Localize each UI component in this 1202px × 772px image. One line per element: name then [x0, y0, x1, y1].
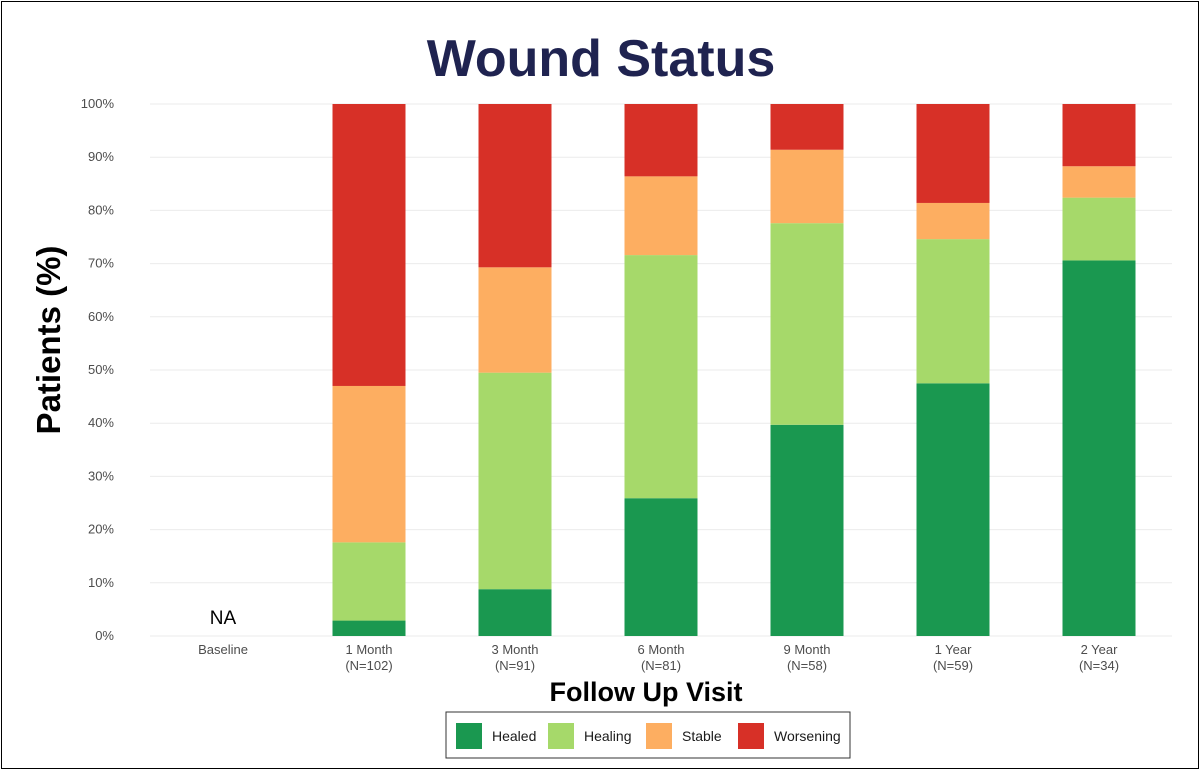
x-tick-count: (N=58)	[787, 658, 827, 673]
bar-segment-worsening	[478, 104, 552, 268]
x-tick-label: 9 Month	[784, 642, 831, 657]
bar-segment-stable	[1062, 166, 1136, 198]
legend: Healed Healing Stable Worsening	[445, 711, 851, 759]
bar-segment-healing	[1062, 197, 1136, 261]
bar-segment-healing	[332, 542, 406, 621]
bar-segment-worsening	[1062, 104, 1136, 167]
x-tick-label: 2 Year	[1081, 642, 1119, 657]
y-tick-label: 0%	[95, 628, 114, 643]
y-tick-label: 40%	[88, 415, 114, 430]
bar-segment-worsening	[624, 104, 698, 177]
y-tick-label: 60%	[88, 309, 114, 324]
bar-segment-healing	[916, 239, 990, 384]
legend-swatch-healing	[548, 723, 574, 749]
bar-segment-healing	[478, 372, 552, 590]
bar-segment-stable	[624, 176, 698, 256]
legend-label-healed: Healed	[492, 728, 536, 744]
bars	[332, 104, 1136, 636]
y-axis-label: Patients (%)	[30, 246, 67, 435]
x-tick-label: Baseline	[198, 642, 248, 657]
bar-segment-stable	[478, 267, 552, 373]
bar-segment-healed	[1062, 260, 1136, 636]
y-tick-label: 10%	[88, 575, 114, 590]
x-tick-label: 1 Year	[935, 642, 973, 657]
na-annotation: NA	[210, 608, 237, 629]
y-tick-label: 20%	[88, 522, 114, 537]
annotations: NA	[210, 608, 237, 629]
bar-segment-stable	[770, 149, 844, 224]
chart-title: Wound Status	[427, 30, 776, 88]
y-tick-labels: 0% 10% 20% 30% 40% 50% 60% 70% 80% 90% 100%	[81, 96, 115, 643]
y-tick-label: 70%	[88, 256, 114, 271]
legend-label-stable: Stable	[682, 728, 722, 744]
legend-label-worsening: Worsening	[774, 728, 841, 744]
y-tick-label: 90%	[88, 149, 114, 164]
bar-segment-stable	[332, 385, 406, 543]
x-tick-label: 1 Month	[346, 642, 393, 657]
x-tick-count: (N=102)	[345, 658, 392, 673]
bar-segment-healing	[770, 223, 844, 425]
bar-segment-healed	[332, 620, 406, 636]
y-tick-label: 50%	[88, 362, 114, 377]
bar-segment-worsening	[916, 104, 990, 203]
bar-segment-stable	[916, 202, 990, 240]
x-tick-label: 6 Month	[638, 642, 685, 657]
bar-segment-worsening	[770, 104, 844, 150]
bar-segment-worsening	[332, 104, 406, 386]
x-tick-label: 3 Month	[492, 642, 539, 657]
y-tick-label: 30%	[88, 468, 114, 483]
bar-segment-healed	[916, 383, 990, 636]
legend-swatch-healed	[456, 723, 482, 749]
x-tick-count: (N=59)	[933, 658, 973, 673]
legend-swatch-worsening	[738, 723, 764, 749]
x-tick-labels: Baseline 1 Month(N=102) 3 Month(N=91) 6 Mon…	[198, 642, 1119, 673]
bar-segment-healed	[478, 589, 552, 636]
bar-segment-healing	[624, 255, 698, 499]
bar-segment-healed	[624, 498, 698, 636]
x-tick-count: (N=91)	[495, 658, 535, 673]
legend-swatch-stable	[646, 723, 672, 749]
bar-segment-healed	[770, 424, 844, 636]
legend-label-healing: Healing	[584, 728, 631, 744]
x-tick-count: (N=34)	[1079, 658, 1119, 673]
y-tick-label: 80%	[88, 202, 114, 217]
x-axis-label: Follow Up Visit	[549, 677, 742, 707]
y-tick-label: 100%	[81, 96, 115, 111]
x-tick-count: (N=81)	[641, 658, 681, 673]
